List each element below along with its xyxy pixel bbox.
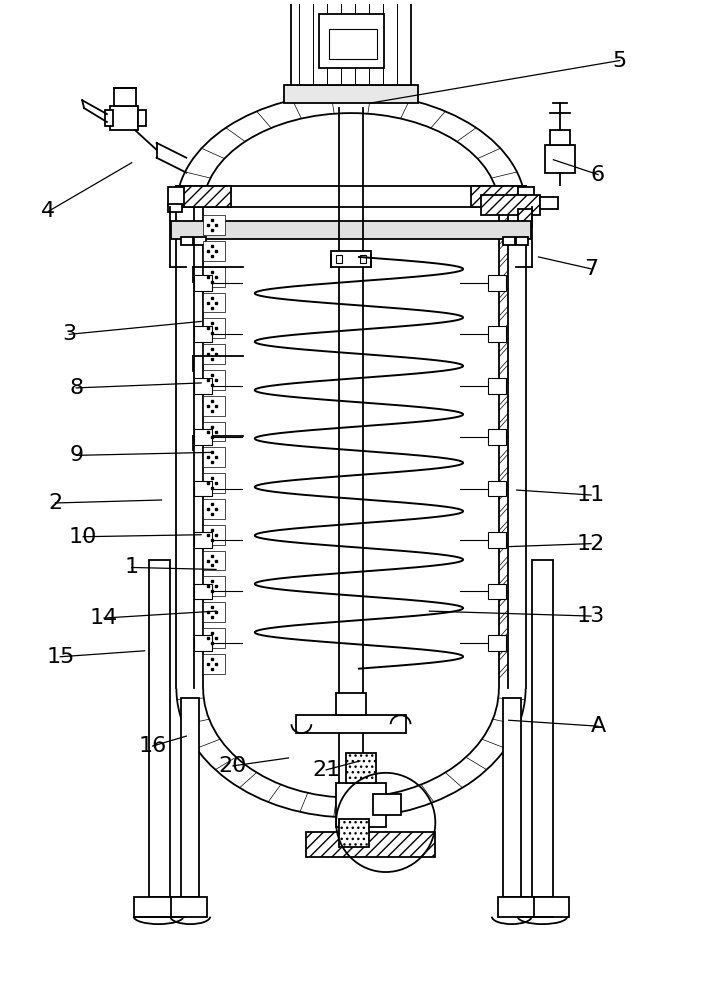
Bar — [306, 832, 435, 857]
Text: 6: 6 — [591, 165, 605, 185]
Bar — [517, 897, 569, 917]
Bar — [203, 293, 225, 312]
Bar — [176, 186, 231, 207]
Bar — [373, 794, 401, 815]
Bar — [203, 370, 225, 390]
Bar — [168, 204, 183, 212]
Bar — [471, 186, 526, 207]
Bar — [319, 14, 384, 68]
Text: 20: 20 — [219, 756, 247, 776]
Bar — [194, 584, 212, 599]
Bar — [516, 237, 528, 245]
Bar — [336, 255, 342, 263]
Text: 7: 7 — [584, 259, 598, 279]
Bar — [296, 715, 406, 733]
Bar — [194, 481, 212, 496]
Bar — [336, 783, 385, 827]
Bar — [171, 221, 531, 239]
Text: 11: 11 — [577, 485, 605, 505]
Bar — [541, 197, 558, 209]
Bar — [291, 0, 411, 85]
Bar — [194, 532, 212, 548]
Bar — [194, 635, 212, 651]
Bar — [203, 525, 225, 545]
Bar — [203, 576, 225, 596]
Bar — [181, 698, 199, 897]
Text: 5: 5 — [613, 51, 627, 71]
Text: 16: 16 — [138, 736, 166, 756]
Text: 14: 14 — [90, 608, 118, 628]
Bar — [149, 560, 171, 897]
Bar — [114, 88, 135, 106]
Bar — [181, 237, 193, 245]
Text: 10: 10 — [69, 527, 98, 547]
Bar — [488, 275, 505, 291]
Bar — [488, 326, 505, 342]
Bar — [203, 499, 225, 519]
Text: 9: 9 — [69, 445, 84, 465]
Bar — [329, 29, 377, 59]
Bar — [203, 602, 225, 622]
Bar — [105, 110, 113, 126]
Bar — [488, 481, 505, 496]
Text: 12: 12 — [577, 534, 605, 554]
Bar — [531, 560, 553, 897]
Bar — [110, 106, 138, 130]
Bar — [194, 429, 212, 445]
Bar — [519, 204, 534, 212]
Bar — [498, 897, 534, 917]
Bar — [194, 326, 212, 342]
Bar — [503, 698, 521, 897]
Bar — [336, 693, 366, 715]
Bar — [171, 897, 207, 917]
Bar — [194, 237, 206, 245]
Bar — [360, 255, 366, 263]
Bar — [194, 378, 212, 394]
Bar — [488, 378, 505, 394]
Text: A: A — [590, 716, 606, 736]
Bar — [203, 628, 225, 648]
Bar — [176, 186, 526, 207]
Text: 13: 13 — [577, 606, 605, 626]
Text: 21: 21 — [312, 760, 340, 780]
Bar — [203, 422, 225, 441]
Bar — [488, 429, 505, 445]
Bar — [203, 215, 225, 235]
Bar — [203, 473, 225, 493]
Bar — [203, 551, 225, 570]
Bar — [203, 654, 225, 674]
Bar — [203, 344, 225, 364]
Bar — [517, 187, 534, 205]
Bar — [134, 897, 185, 917]
Bar — [517, 209, 531, 227]
Bar — [550, 130, 570, 145]
Bar — [203, 447, 225, 467]
Text: 1: 1 — [125, 557, 139, 577]
Bar — [545, 145, 575, 173]
Bar — [488, 584, 505, 599]
Bar — [138, 110, 145, 126]
Bar — [203, 318, 225, 338]
Bar — [488, 635, 505, 651]
Bar — [481, 195, 541, 215]
Bar — [203, 241, 225, 261]
Text: 15: 15 — [46, 647, 74, 667]
Text: 3: 3 — [62, 324, 77, 344]
Bar — [331, 251, 371, 267]
Text: 8: 8 — [69, 378, 84, 398]
Bar — [168, 187, 185, 205]
Text: 4: 4 — [41, 201, 55, 221]
Bar — [203, 396, 225, 416]
Text: 2: 2 — [48, 493, 62, 513]
Bar — [284, 85, 418, 103]
Bar — [488, 532, 505, 548]
Bar — [503, 237, 515, 245]
Bar — [346, 753, 376, 783]
Bar — [203, 267, 225, 287]
Bar — [194, 275, 212, 291]
Bar — [339, 819, 369, 847]
